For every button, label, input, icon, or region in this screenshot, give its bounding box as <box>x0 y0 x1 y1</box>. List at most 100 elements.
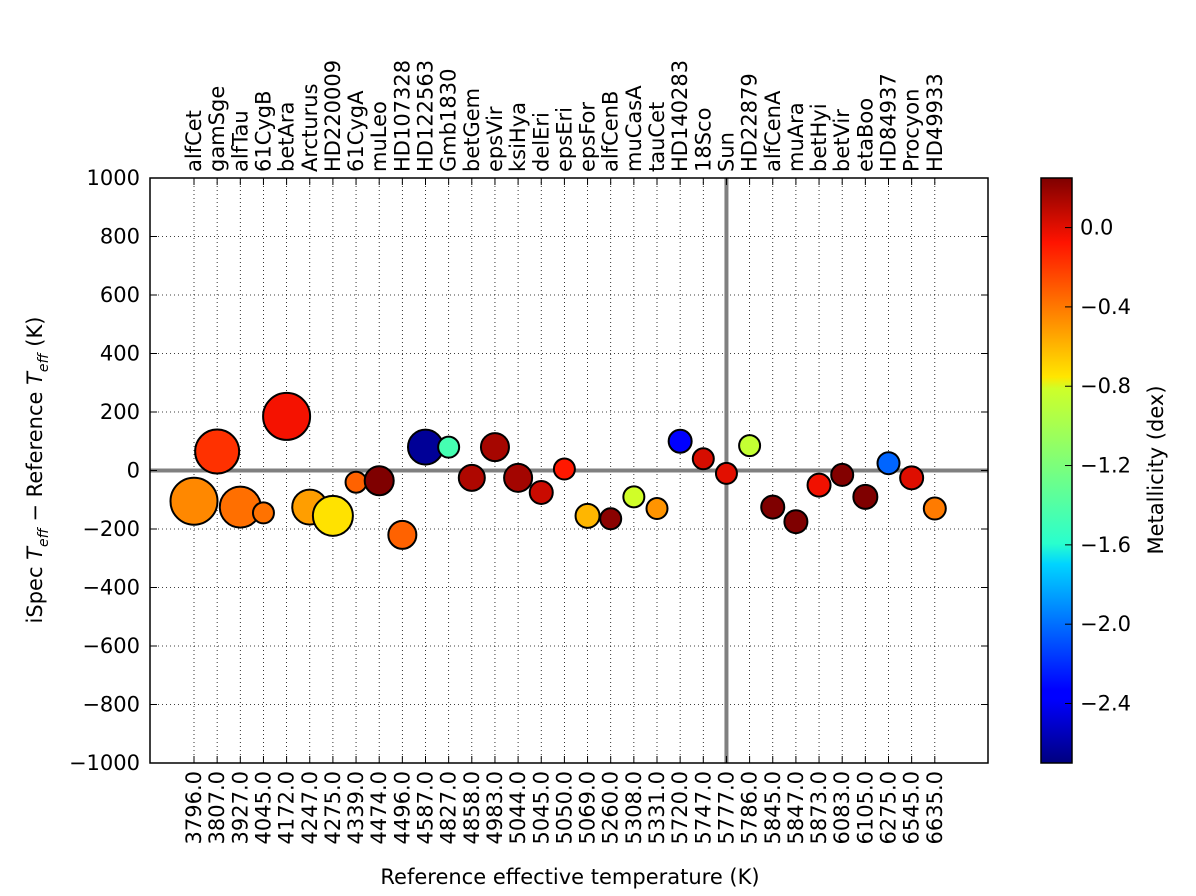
star-name-label-ksihya: ksiHya <box>506 102 530 172</box>
x-tick-label-18sco: 5747.0 <box>691 771 715 844</box>
x-tick-label-epsfor: 5069.0 <box>576 771 600 844</box>
x-tick-label-arcturus: 4247.0 <box>298 771 322 844</box>
colorbar-label: Metallicity (dex) <box>1144 385 1168 554</box>
star-name-label-bethyi: betHyi <box>807 103 831 172</box>
colorbar-ticks: 0.0 −0.4 −0.8 −1.2 −1.6 −2.0 −2.4 <box>1065 216 1131 716</box>
x-tick-label-epseri: 5050.0 <box>552 771 576 844</box>
star-name-label-epseri: epsEri <box>552 107 576 172</box>
star-point-18sco <box>691 447 715 471</box>
y-tick-label: −800 <box>82 693 140 717</box>
colorbar-tick-label: −2.4 <box>1080 692 1131 716</box>
star-point-61cyga <box>344 470 368 494</box>
x-axis-star-name-labels: alfCet gamSge alfTau 61CygB betAra Arcturus HD… <box>182 60 947 185</box>
data-points <box>169 391 947 550</box>
y-tick-label: −600 <box>82 634 140 658</box>
y-axis-label: iSpec Teff − Reference Teff (K) <box>23 317 52 624</box>
star-name-label-61cygb: 61CygB <box>251 90 275 172</box>
x-tick-label-alfcet: 3796.0 <box>182 771 206 844</box>
star-name-label-epsvir: epsVir <box>483 106 507 172</box>
star-point-epsfor <box>574 502 601 529</box>
y-axis: −1000 −800 −600 −400 −200 0 200 400 600 800 1000 <box>69 166 988 775</box>
y-tick-label: 600 <box>100 283 140 307</box>
star-point-hd140283 <box>667 428 693 454</box>
x-tick-label-betara: 4172.0 <box>275 771 299 844</box>
star-name-label-hd140283: HD140283 <box>668 60 692 172</box>
star-point-gmb1830 <box>437 435 461 459</box>
x-tick-label-bethyi: 5873.0 <box>807 771 831 844</box>
star-point-muara <box>783 509 809 535</box>
star-point-epseri <box>552 457 576 481</box>
star-point-hd84937 <box>876 451 901 476</box>
x-tick-label-betgem: 4858.0 <box>460 771 484 844</box>
star-name-label-taucet: tauCet <box>645 102 669 172</box>
star-name-label-etaboo: etaBoo <box>853 98 877 172</box>
star-name-label-epsfor: epsFor <box>576 102 600 172</box>
star-name-label-muleo: muLeo <box>367 101 391 172</box>
star-name-label-hd49933: HD49933 <box>923 73 947 172</box>
x-tick-label-hd84937: 6275.0 <box>877 771 901 844</box>
x-tick-label-gamsge: 3807.0 <box>205 771 229 844</box>
y-tick-label: −200 <box>82 517 140 541</box>
star-name-label-arcturus: Arcturus <box>298 83 322 172</box>
x-tick-label-hd107328: 4496.0 <box>390 771 414 844</box>
star-point-61cygb <box>251 501 275 525</box>
x-tick-label-61cygb: 4045.0 <box>251 771 275 844</box>
star-name-label-alfcenb: alfCenB <box>599 91 623 172</box>
y-tick-label: 200 <box>100 400 140 424</box>
x-tick-label-alfcena: 5845.0 <box>761 771 785 844</box>
x-tick-label-hd22879: 5786.0 <box>738 771 762 844</box>
y-tick-label: −400 <box>82 576 140 600</box>
x-tick-label-gmb1830: 4827.0 <box>437 771 461 844</box>
star-point-hd22879 <box>738 434 762 458</box>
star-point-hd49933 <box>922 496 947 521</box>
star-name-label-muara: muAra <box>784 102 808 172</box>
star-name-label-alfcet: alfCet <box>182 110 206 172</box>
x-tick-label-ksihya: 5044.0 <box>506 771 530 844</box>
y-tick-label: 400 <box>100 342 140 366</box>
x-tick-label-hd49933: 6635.0 <box>923 771 947 844</box>
star-point-epsvir <box>479 432 510 463</box>
x-axis-temperature-labels: 3796.0 3807.0 3927.0 4045.0 4172.0 4247.0 4275… <box>182 756 947 844</box>
x-tick-label-etaboo: 6105.0 <box>853 771 877 844</box>
star-point-betara <box>262 391 312 441</box>
y-tick-label: 1000 <box>87 166 140 190</box>
colorbar-tick-label: −0.4 <box>1080 295 1131 319</box>
star-name-label-sun: Sun <box>714 132 738 172</box>
x-tick-label-muara: 5847.0 <box>784 771 808 844</box>
x-tick-label-procyon: 6545.0 <box>900 771 924 844</box>
star-point-betvir <box>830 462 855 487</box>
star-point-mucasa <box>622 485 646 509</box>
colorbar-tick-label: 0.0 <box>1080 216 1113 240</box>
colorbar-tick-label: −0.8 <box>1080 374 1131 398</box>
star-point-taucet <box>645 497 669 521</box>
star-name-label-betara: betAra <box>275 102 299 172</box>
x-tick-label-61cyga: 4339.0 <box>344 771 368 844</box>
star-point-hd220009 <box>311 494 354 537</box>
x-tick-label-betvir: 6083.0 <box>830 771 854 844</box>
x-tick-label-hd220009: 4275.0 <box>321 771 345 844</box>
x-tick-label-sun: 5777.0 <box>714 771 738 844</box>
star-name-label-hd220009: HD220009 <box>321 60 345 172</box>
star-name-label-hd122563: HD122563 <box>414 60 438 172</box>
star-point-muleo <box>363 465 395 497</box>
colorbar-tick-label: −2.0 <box>1080 612 1131 636</box>
y-tick-label: 0 <box>127 459 140 483</box>
x-tick-label-hd140283: 5720.0 <box>668 771 692 844</box>
star-name-label-alftau: alfTau <box>228 110 252 172</box>
colorbar-tick-label: −1.2 <box>1080 454 1131 478</box>
y-tick-label: −1000 <box>69 751 140 775</box>
x-tick-label-deleri: 5045.0 <box>529 771 553 844</box>
star-name-label-betgem: betGem <box>460 88 484 172</box>
star-point-alfcena <box>760 494 786 520</box>
colorbar-tick-label: −1.6 <box>1080 533 1131 557</box>
star-point-deleri <box>528 479 554 505</box>
x-tick-label-mucasa: 5308.0 <box>622 771 646 844</box>
x-tick-label-hd122563: 4587.0 <box>414 771 438 844</box>
star-point-gamsge <box>194 428 241 475</box>
x-tick-label-alfcenb: 5260.0 <box>599 771 623 844</box>
star-name-label-gamsge: gamSge <box>205 86 229 172</box>
star-name-label-61cyga: 61CygA <box>344 90 368 172</box>
star-point-ksihya <box>503 462 534 493</box>
star-name-label-betvir: betVir <box>830 109 854 172</box>
